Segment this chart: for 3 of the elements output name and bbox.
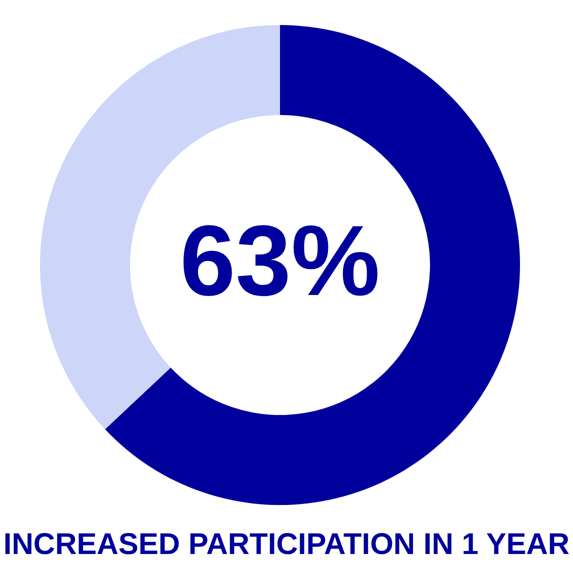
donut-slice [105,25,520,505]
text: INCREASED PARTICIPATION IN 1 YEAR [3,528,570,561]
data-label: 63% [180,205,380,317]
